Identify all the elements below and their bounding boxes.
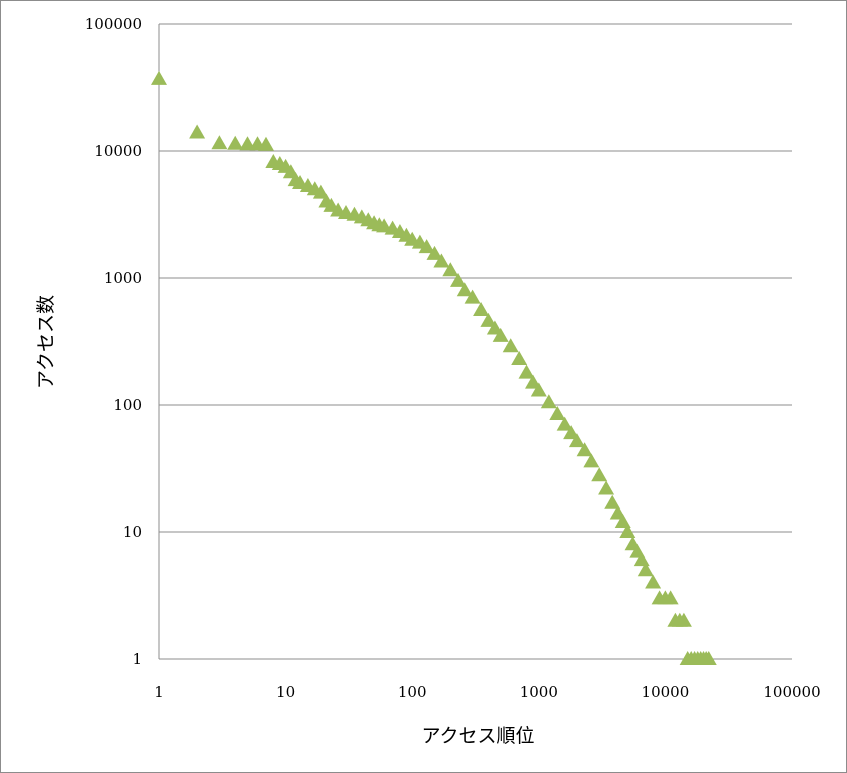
data-point	[227, 135, 244, 150]
data-point	[486, 320, 503, 335]
data-point	[675, 612, 692, 627]
x-tick-label: 1000	[520, 683, 558, 701]
data-point	[598, 480, 615, 495]
x-tick-label: 100000	[763, 683, 820, 701]
data-point	[257, 136, 274, 151]
data-point	[418, 239, 435, 254]
data-point	[556, 416, 573, 431]
data-point	[492, 327, 509, 342]
data-point	[563, 425, 580, 440]
x-tick-label: 100	[398, 683, 427, 701]
data-point	[456, 282, 473, 297]
data-point	[449, 272, 466, 287]
x-tick-label: 1	[154, 683, 164, 701]
y-tick-label: 10	[123, 523, 142, 541]
data-point	[530, 382, 547, 397]
data-point	[189, 124, 206, 139]
data-point	[540, 394, 557, 409]
x-tick-labels: 1 10 100 1000 10000 100000	[154, 683, 820, 701]
data-point	[614, 513, 631, 528]
y-axis-title: アクセス数	[35, 295, 57, 389]
data-point	[312, 184, 329, 199]
axes	[158, 24, 792, 660]
y-tick-label: 100	[113, 396, 142, 414]
data-point	[464, 289, 481, 304]
y-tick-label: 10000	[94, 142, 142, 160]
data-point	[549, 405, 566, 420]
data-point	[637, 562, 654, 577]
data-point	[442, 262, 459, 277]
data-point	[645, 574, 662, 589]
gridlines	[159, 23, 792, 533]
data-point	[568, 433, 585, 448]
data-point	[151, 70, 167, 85]
data-point	[525, 374, 542, 389]
data-point	[591, 467, 608, 482]
data-point	[576, 442, 593, 457]
data-point	[211, 135, 228, 150]
data-point	[583, 453, 600, 468]
data-point	[480, 312, 497, 327]
data-point	[511, 351, 528, 366]
data-points	[151, 70, 717, 665]
y-tick-labels: 100000 10000 1000 100 10 1	[85, 15, 142, 668]
data-point	[700, 651, 717, 665]
data-point	[239, 136, 256, 151]
data-point	[433, 253, 450, 268]
data-point	[502, 338, 519, 353]
data-point	[604, 494, 621, 509]
x-axis-title: アクセス順位	[421, 725, 534, 747]
x-tick-label: 10000	[642, 683, 690, 701]
y-tick-label: 100000	[85, 15, 142, 33]
data-point	[619, 524, 636, 538]
y-tick-label: 1000	[104, 269, 142, 287]
data-point	[662, 590, 679, 605]
data-point	[473, 301, 490, 316]
data-point	[518, 364, 535, 379]
data-point	[426, 245, 443, 260]
y-tick-label: 1	[132, 650, 142, 668]
x-tick-label: 10	[276, 683, 295, 701]
